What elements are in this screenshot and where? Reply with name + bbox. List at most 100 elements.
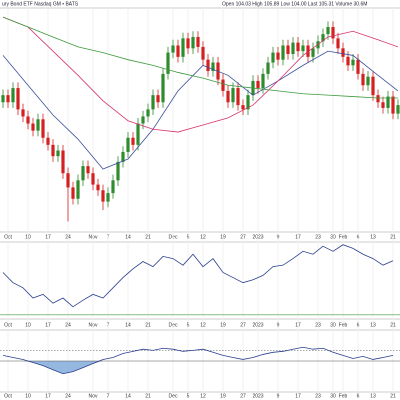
candle-body [331,27,335,39]
candle-body [286,45,290,54]
candle-body [391,96,395,114]
candle-body [276,52,280,60]
candle-body [91,173,95,185]
candle-body [26,116,30,124]
moving-average [2,16,399,133]
quote: Open 104.03 High 105.89 Low 104.00 Last … [222,1,367,7]
candle-body [241,105,245,110]
candle-body [171,45,175,53]
candle-body [366,76,370,86]
x-tick-label: 2023 [252,393,263,399]
x-tick-label: 6 [357,393,360,399]
candle-body [201,46,205,60]
candle-body [111,180,115,194]
x-tick-label: 21 [390,393,396,399]
candle-body [106,193,110,202]
candle-body [206,59,210,72]
candle-body [261,73,265,89]
candle-body [281,45,285,60]
candle-body [381,102,385,108]
candle-body [81,166,85,181]
candle-body [256,80,260,89]
candle-body [361,73,365,86]
candle-body [141,116,145,124]
candle-body [156,95,160,103]
candle-body [186,38,190,49]
candle-body [101,190,105,202]
candle-body [16,88,20,110]
candle-body [266,62,270,74]
indicator-line [2,346,394,375]
x-tick-label: Nov [89,393,98,399]
x-tick-label: 17 [45,393,51,399]
candle-body [301,45,305,52]
candle-body [376,95,380,103]
x-tick-label: Dec [169,393,178,399]
candle-body [166,52,170,74]
candle-body [181,38,185,57]
x-tick-label: 23 [315,393,321,399]
candle-body [1,95,5,103]
candle-body [46,137,50,145]
candle-body [236,88,240,106]
candle-body [306,45,310,57]
candle-body [196,36,200,47]
moving-average [2,16,398,99]
candle-body [326,27,330,35]
candle-body [346,56,350,66]
candle-body [126,137,130,152]
x-tick-label: 30 [330,393,336,399]
candle-body [211,62,215,72]
candle-body [56,150,60,157]
candle-body [21,109,25,117]
candle-body [6,95,10,103]
x-tick-label: 10 [25,393,31,399]
x-tick-label: Feb [339,393,348,399]
candle-body [121,151,125,162]
candle-body [146,109,150,117]
candle-body [151,95,155,110]
candle-body [341,48,345,57]
candle-body [71,187,75,199]
candle-body [351,59,355,66]
candle-body [296,42,300,52]
candle-body [136,123,140,145]
chart-title: ury Bond ETF Nasdaq GM • BATS [2,1,79,7]
x-tick-label: 27 [240,393,246,399]
x-tick-label: 24 [65,393,71,399]
candle-body [291,42,295,54]
candle-body [311,48,315,57]
candle-body [41,119,45,138]
x-tick-label: 14 [125,393,131,399]
candle-body [61,150,65,174]
candle-body [371,76,375,96]
candle-body [386,96,390,108]
x-tick-label: 12 [200,393,206,399]
candle-body [396,105,400,114]
candle-body [66,173,70,188]
x-tick-label: Oct [4,234,12,240]
x-tick-label: 9 [277,393,280,399]
candle-body [96,184,100,191]
x-tick-label: 5 [187,393,190,399]
candle-body [51,144,55,157]
x-tick-label: 13 [370,393,376,399]
indicator-line [2,244,394,308]
candle-body [161,73,165,103]
candle-body [11,88,15,103]
candle-body [356,59,360,74]
x-tick-label: 21 [145,393,151,399]
x-tick-label: 17 [295,393,301,399]
candle-body [246,95,250,110]
candle-body [31,123,35,131]
candle-body [231,88,235,103]
candle-body [221,79,225,91]
x-tick-label: Oct [4,393,12,399]
x-tick-label: 7 [107,393,110,399]
negative-area [3,361,393,374]
moving-average [2,50,399,170]
candle-body [336,38,340,49]
x-tick-label: Oct [4,322,12,328]
